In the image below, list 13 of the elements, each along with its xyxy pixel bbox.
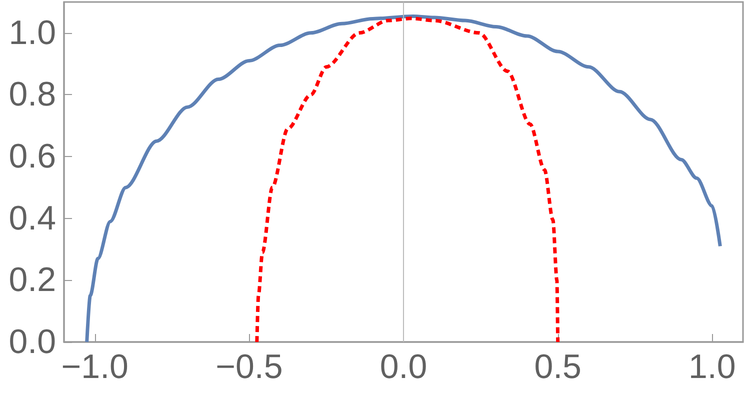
y-tick-label: 1.0 (8, 14, 56, 52)
y-tick-label: 0.2 (8, 261, 56, 300)
x-tick-label: 1.0 (688, 348, 736, 386)
x-tick-label: 0.0 (380, 348, 428, 386)
x-tick-label: −1.0 (61, 348, 128, 386)
x-tick-label: 0.5 (534, 348, 582, 386)
y-tick-label: 0.4 (8, 199, 56, 238)
x-tick-label: −0.5 (216, 348, 283, 386)
line-series (85, 14, 722, 344)
line-series (255, 16, 560, 344)
y-tick-label: 0.0 (8, 323, 56, 361)
y-tick-label: 0.6 (8, 138, 56, 176)
y-tick-label: 0.8 (8, 76, 56, 114)
